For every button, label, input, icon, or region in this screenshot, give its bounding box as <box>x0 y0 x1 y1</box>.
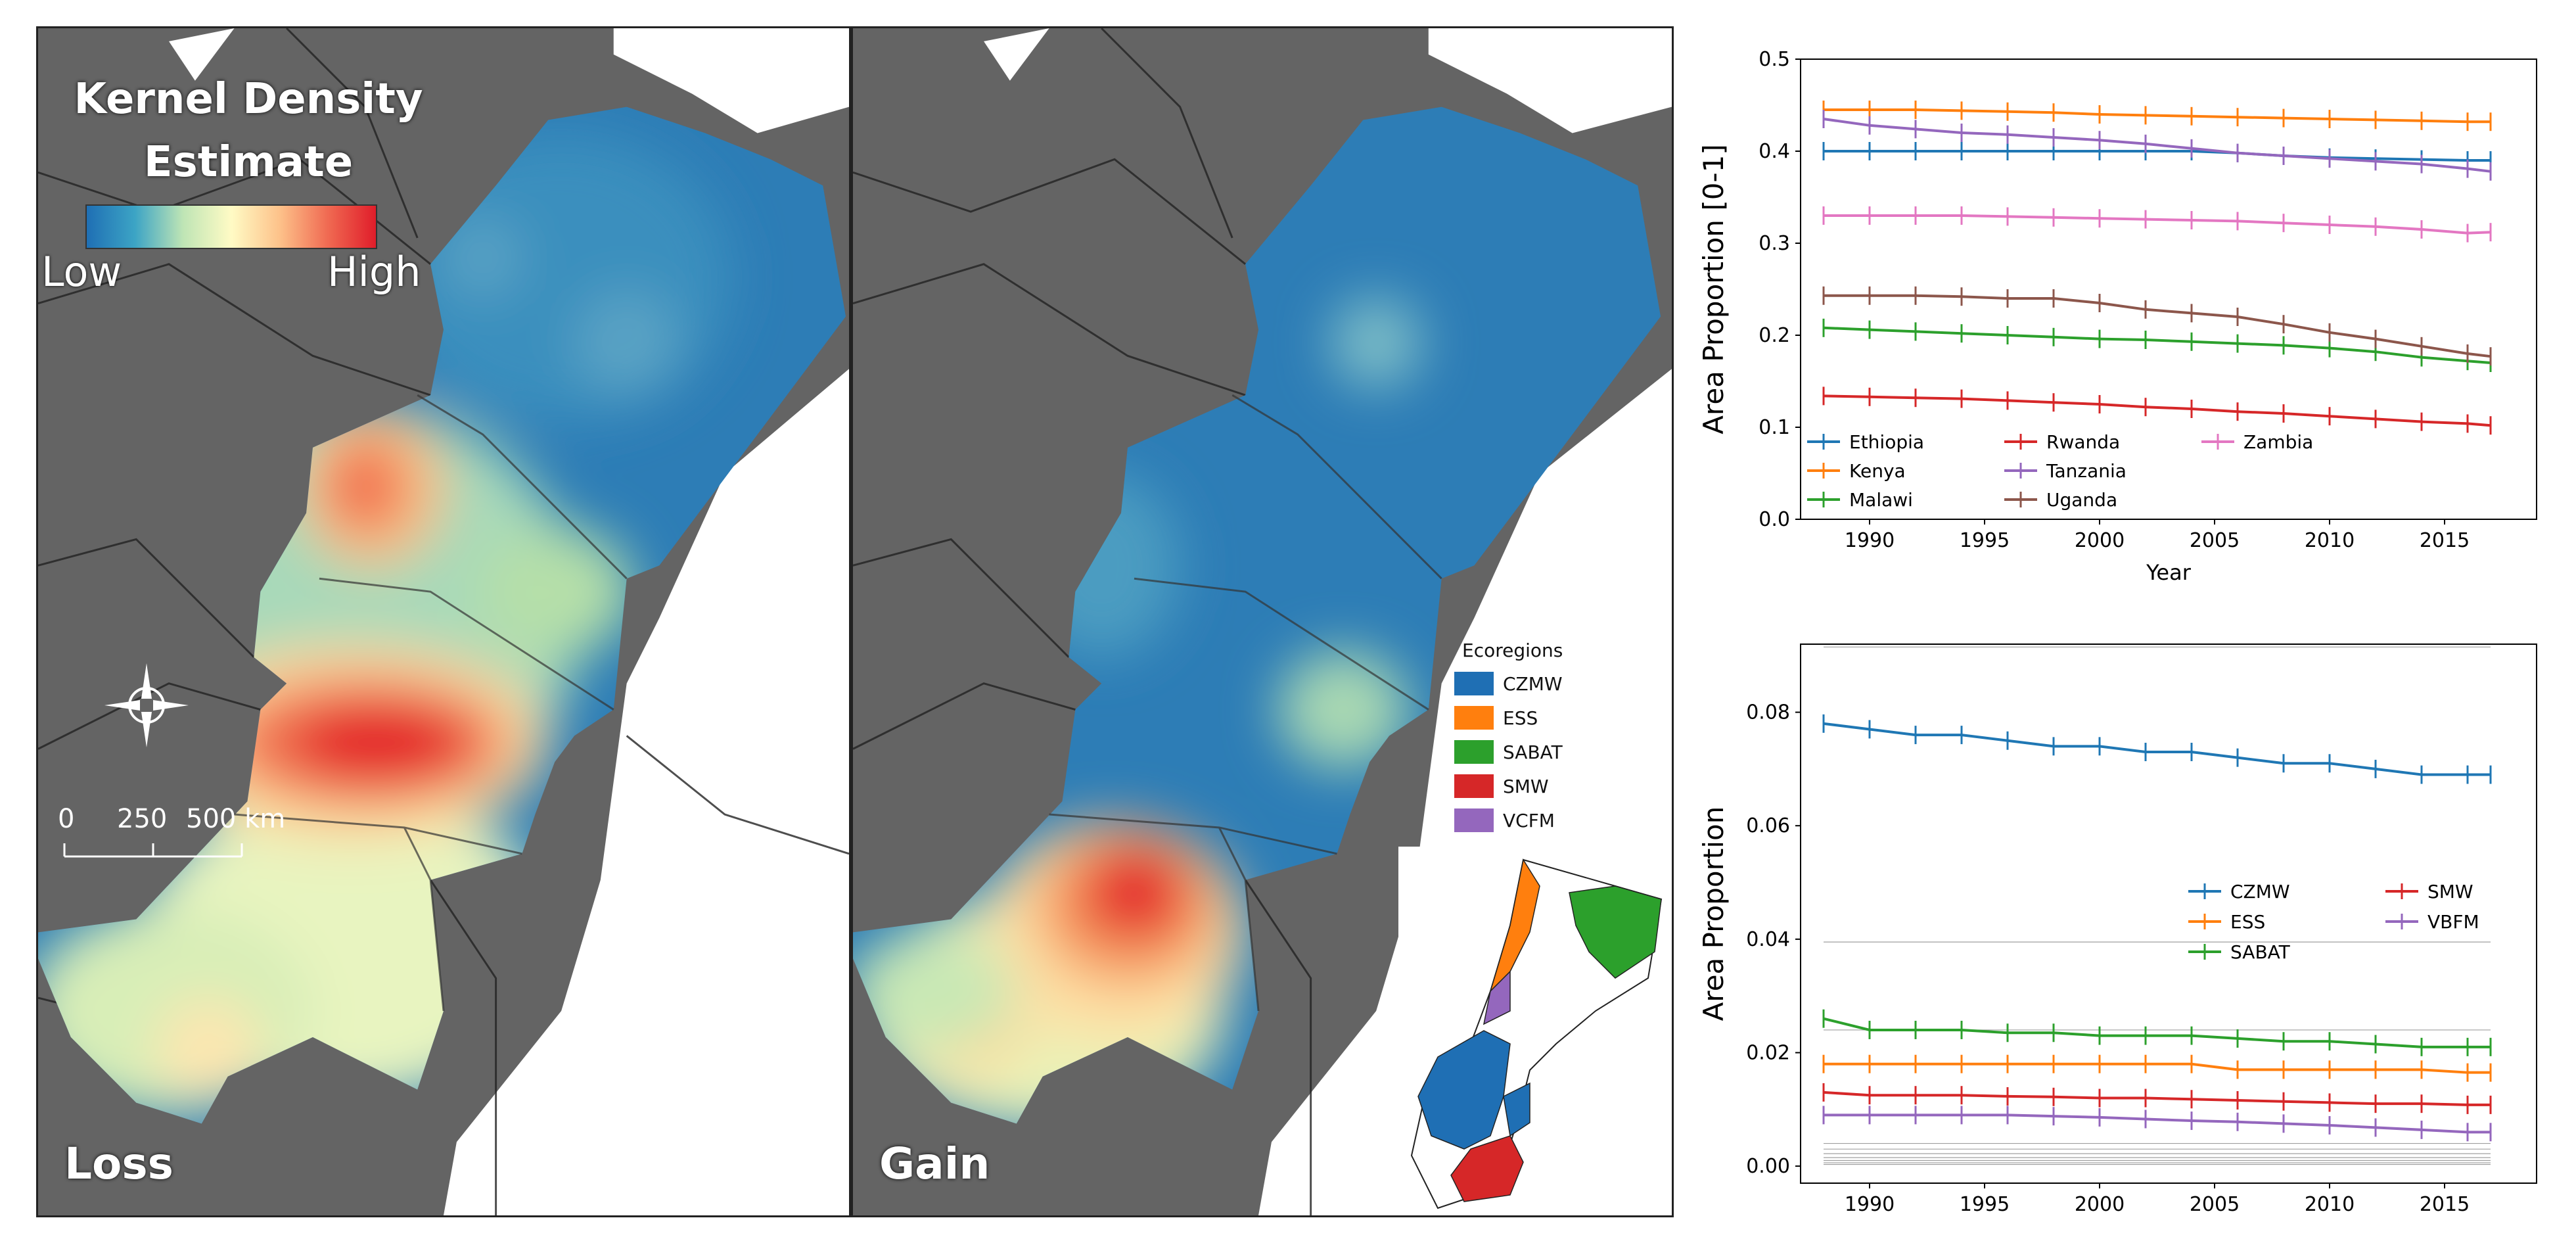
series-line-tanzania <box>1823 118 2491 173</box>
legend-label-rwanda: Rwanda <box>2046 431 2120 453</box>
legend-item-sabat: SABAT <box>1454 735 1638 769</box>
y-tick-label: 0.08 <box>1746 701 1790 724</box>
series-line-ethiopia <box>1824 150 2491 162</box>
y-tick-label: 0.06 <box>1746 814 1790 837</box>
x-tick-label: 1990 <box>1845 529 1895 552</box>
kde-legend-title: Kernel Density Estimate <box>74 75 423 187</box>
legend-label-ess: ESS <box>2230 911 2265 933</box>
series-line-smw <box>1823 1090 2491 1106</box>
czmw-swatch <box>1454 672 1494 695</box>
legend-item-smw: SMW <box>1454 769 1638 803</box>
y-tick-label: 0.1 <box>1759 416 1790 439</box>
x-tick-label: 2000 <box>2075 529 2125 552</box>
x-tick-label: 1995 <box>1960 1193 2010 1216</box>
legend-label-malawi: Malawi <box>1849 489 1913 511</box>
smw-label: SMW <box>1503 775 1549 797</box>
scale-tick-500: 500 km <box>186 804 286 834</box>
legend-label-czmw: CZMW <box>2230 881 2290 902</box>
y-tick-label: 0.0 <box>1759 508 1790 531</box>
x-tick-label: 2005 <box>2190 529 2240 552</box>
vcfm-label: VCFM <box>1503 809 1555 831</box>
sabat-swatch <box>1454 740 1494 764</box>
y-tick-label: 0.02 <box>1746 1041 1790 1064</box>
plot-frame <box>1800 59 2537 520</box>
series-line-vbfm <box>1824 1113 2491 1134</box>
ecoregions-inset-map <box>1398 847 1668 1215</box>
x-tick-label: 2015 <box>2420 1193 2470 1216</box>
ecoregions-legend: Ecoregions CZMW ESS SABAT SMW VCFM <box>1454 640 1638 837</box>
legend-label-zambia: Zambia <box>2243 431 2313 453</box>
vcfm-swatch <box>1454 808 1494 832</box>
x-tick-label: 1990 <box>1845 1193 1895 1216</box>
y-tick-label: 0.00 <box>1746 1155 1790 1178</box>
compass-rose-icon <box>104 663 189 747</box>
ecoregion-chart-svg: 1990 1995 2000 2005 2010 2015 0.00 0.02 0.04 0.06… <box>1697 644 2537 1216</box>
y-tick-label: 0.2 <box>1759 324 1790 347</box>
y-tick-label: 0.4 <box>1759 140 1790 163</box>
x-tick-label: 2010 <box>2305 529 2355 552</box>
sabat-label: SABAT <box>1503 741 1563 763</box>
y-tick-label: 0.04 <box>1746 928 1790 951</box>
legend-label-ethiopia: Ethiopia <box>1849 431 1924 453</box>
loss-label: Loss <box>64 1138 173 1189</box>
kde-colorbar <box>85 204 377 249</box>
legend-label-smw: SMW <box>2427 881 2473 902</box>
ecoregion-area-proportion-chart: 1990 1995 2000 2005 2010 2015 0.00 0.02 0.04 0.06… <box>1682 631 2576 1238</box>
y-axis-label: Area Proportion [0-1] <box>1697 144 1730 434</box>
gain-label: Gain <box>879 1138 990 1189</box>
x-axis-label: Year <box>2146 560 2192 585</box>
series-line-zambia <box>1824 214 2491 235</box>
kde-low-label: Low <box>41 248 122 296</box>
scale-bar <box>63 843 243 858</box>
y-tick-label: 0.3 <box>1759 232 1790 255</box>
scale-tick-0: 0 <box>58 804 75 834</box>
series-line-uganda <box>1824 294 2491 358</box>
series-line-czmw <box>1823 722 2491 776</box>
y-axis-label: Area Proportion <box>1697 807 1730 1021</box>
x-tick-label: 2005 <box>2190 1193 2240 1216</box>
loss-map-panel: Kernel Density Estimate Low High 0 250 5… <box>36 26 851 1217</box>
series-line-sabat <box>1823 1017 2491 1048</box>
legend-label-tanzania: Tanzania <box>2046 460 2127 482</box>
series-line-ess <box>1824 1062 2491 1074</box>
ecoregions-legend-title: Ecoregions <box>1462 640 1563 661</box>
legend-label-vbfm: VBFM <box>2427 911 2479 933</box>
x-tick-label: 2010 <box>2305 1193 2355 1216</box>
ess-swatch <box>1454 706 1494 730</box>
legend-label-sabat: SABAT <box>2230 941 2291 963</box>
legend-item-czmw: CZMW <box>1454 667 1638 701</box>
ess-label: ESS <box>1503 707 1538 729</box>
country-chart-svg: 1990 1995 2000 2005 2010 2015 0.0 0.1 0.2 0.3 0.4 0… <box>1697 48 2537 585</box>
czmw-label: CZMW <box>1503 672 1563 695</box>
x-tick-label: 2000 <box>2075 1193 2125 1216</box>
loss-map-canvas <box>38 28 849 1215</box>
x-tick-label: 1995 <box>1960 529 2010 552</box>
plot-frame <box>1800 644 2537 1184</box>
scale-tick-250: 250 <box>117 804 168 834</box>
country-area-proportion-chart: 1990 1995 2000 2005 2010 2015 0.0 0.1 0.2 0.3 0.4 0… <box>1682 26 2576 618</box>
legend-label-uganda: Uganda <box>2046 489 2117 511</box>
y-tick-label: 0.5 <box>1759 48 1790 71</box>
smw-swatch <box>1454 774 1494 798</box>
kde-high-label: High <box>327 248 421 296</box>
series-line-malawi <box>1823 326 2491 364</box>
legend-item-ess: ESS <box>1454 701 1638 735</box>
legend-label-kenya: Kenya <box>1849 460 1906 482</box>
x-tick-label: 2015 <box>2420 529 2470 552</box>
series-line-kenya <box>1824 108 2491 124</box>
legend-item-vcfm: VCFM <box>1454 803 1638 837</box>
gain-map-panel: Ecoregions CZMW ESS SABAT SMW VCFM <box>851 26 1674 1217</box>
series-line-rwanda <box>1823 394 2491 427</box>
